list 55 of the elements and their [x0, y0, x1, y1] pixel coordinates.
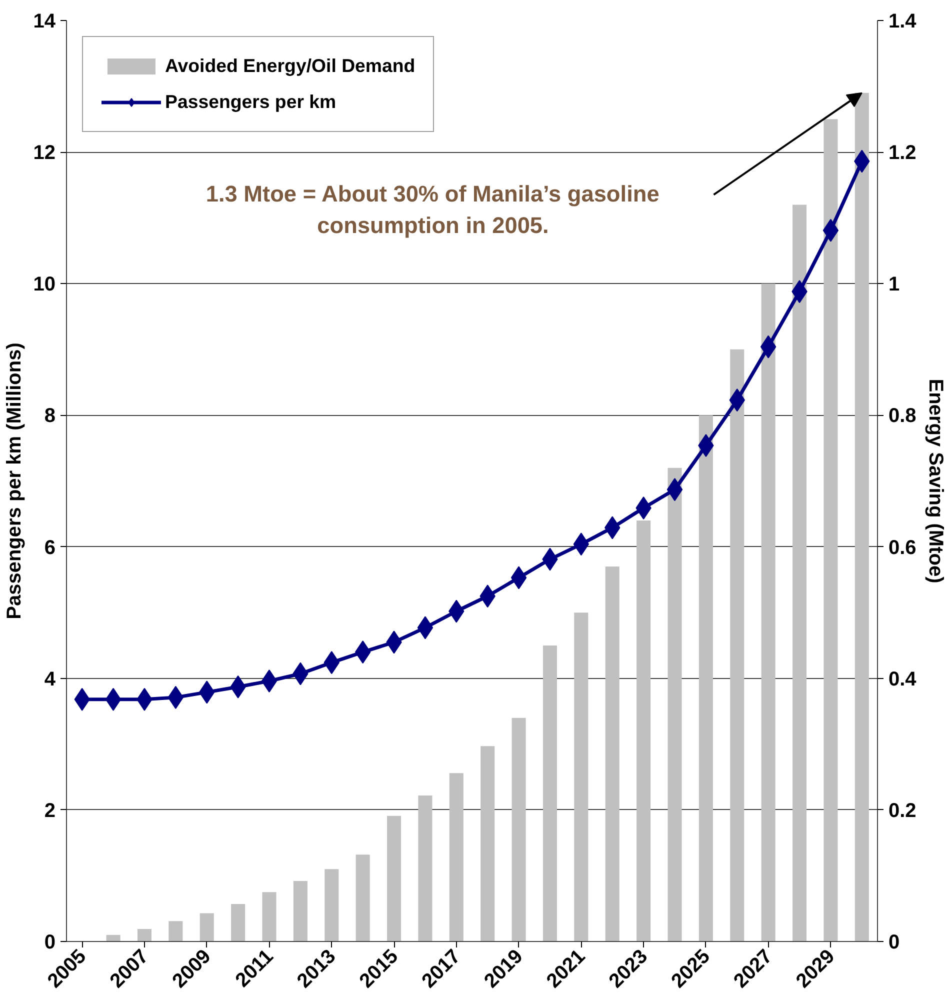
bar	[824, 119, 838, 942]
point	[168, 686, 184, 709]
bar	[356, 854, 370, 942]
y2-tick-label: 0.2	[888, 800, 916, 822]
point	[760, 335, 776, 358]
point	[573, 532, 590, 556]
y2-tick-label: 0	[888, 932, 900, 954]
y2-tick-label: 0.6	[888, 536, 916, 559]
bar	[449, 773, 464, 942]
bar	[262, 892, 276, 942]
bar	[605, 566, 620, 942]
y2-tick-label: 1.2	[888, 142, 916, 164]
y-axis-title: Passengers per km (Millions)	[3, 342, 26, 620]
bar	[293, 880, 308, 942]
point	[417, 616, 434, 640]
y2-tick-label: 0.4	[888, 668, 918, 690]
bar	[137, 929, 152, 942]
point	[105, 688, 122, 711]
bar	[106, 934, 120, 942]
bar	[636, 520, 651, 942]
bar	[168, 921, 183, 942]
bar	[512, 718, 526, 942]
bar	[418, 795, 432, 942]
bar	[761, 284, 776, 942]
bar	[698, 415, 713, 942]
point	[354, 640, 371, 664]
point	[510, 566, 527, 590]
y-tick-label: 4	[44, 668, 56, 690]
y2-axis-title: Energy Saving (Mtoe)	[924, 378, 946, 584]
y2-tick-label: 1.4	[888, 10, 918, 32]
bar	[200, 913, 214, 942]
annotation: 1.3 Mtoe = About 30% of Manila’s gasoline consumption in 2005.	[206, 180, 660, 238]
y-tick-label: 6	[44, 536, 56, 559]
bar	[730, 349, 744, 942]
bar	[387, 816, 402, 942]
legend-label: Avoided Energy/Oil Demand	[165, 55, 416, 77]
y2-tick-label: 1	[888, 274, 900, 296]
bar	[480, 746, 495, 942]
bar	[792, 204, 807, 942]
bar	[574, 612, 588, 942]
y-tick-label: 0	[44, 932, 56, 954]
y2-tick-label: 0.8	[888, 405, 916, 428]
y-tick-label: 10	[33, 274, 56, 296]
point	[666, 478, 683, 502]
bar	[668, 468, 682, 942]
point	[261, 669, 278, 692]
bar	[324, 869, 339, 942]
bar	[231, 904, 246, 942]
y-tick-label: 14	[33, 10, 56, 32]
y-tick-label: 8	[44, 405, 56, 428]
bar	[542, 645, 557, 942]
legend-label: Passengers per km	[165, 91, 336, 113]
point	[822, 218, 839, 242]
y-tick-label: 2	[44, 800, 56, 822]
y-tick-label: 12	[33, 142, 56, 164]
